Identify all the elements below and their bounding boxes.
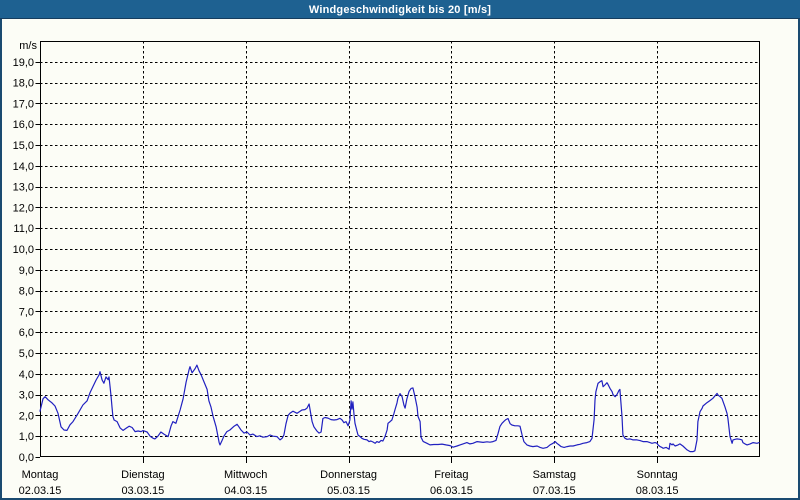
title-bar: Windgeschwindigkeit bis 20 [m/s] <box>0 0 800 19</box>
day-name-label: Mittwoch <box>224 469 267 481</box>
day-date-label: 06.03.15 <box>430 485 473 497</box>
y-tick-label: 2,0 <box>19 410 34 422</box>
day-date-label: 03.03.15 <box>121 485 164 497</box>
y-tick-label: 19,0 <box>13 57 34 69</box>
day-name-label: Samstag <box>533 469 576 481</box>
y-tick-label: 14,0 <box>13 161 34 173</box>
y-tick-label: 5,0 <box>19 348 34 360</box>
y-tick-label: 16,0 <box>13 119 34 131</box>
day-name-label: Freitag <box>434 469 468 481</box>
chart-title: Windgeschwindigkeit bis 20 [m/s] <box>308 4 492 16</box>
y-tick-label: 8,0 <box>19 286 34 298</box>
day-date-label: 04.03.15 <box>224 485 267 497</box>
day-date-label: 02.03.15 <box>19 485 62 497</box>
y-tick-label: 18,0 <box>13 78 34 90</box>
day-name-label: Sonntag <box>637 469 678 481</box>
day-name-label: Dienstag <box>121 469 164 481</box>
y-tick-label: 3,0 <box>19 390 34 402</box>
day-date-label: 05.03.15 <box>327 485 370 497</box>
y-tick-label: 10,0 <box>13 244 34 256</box>
y-tick-label: 1,0 <box>19 431 34 443</box>
y-tick-label: 12,0 <box>13 202 34 214</box>
y-tick-label: 17,0 <box>13 98 34 110</box>
y-tick-label: 15,0 <box>13 140 34 152</box>
day-date-label: 07.03.15 <box>533 485 576 497</box>
y-tick-label: 0,0 <box>19 452 34 464</box>
day-name-label: Donnerstag <box>320 469 377 481</box>
y-tick-label: 7,0 <box>19 306 34 318</box>
y-tick-label: 13,0 <box>13 182 34 194</box>
y-tick-label: 9,0 <box>19 265 34 277</box>
plot-border <box>40 41 760 457</box>
y-axis-unit-label: m/s <box>19 40 37 52</box>
y-tick-label: 11,0 <box>13 223 34 235</box>
day-date-label: 08.03.15 <box>636 485 679 497</box>
day-name-label: Montag <box>22 469 59 481</box>
y-tick-label: 6,0 <box>19 327 34 339</box>
y-tick-label: 4,0 <box>19 369 34 381</box>
wind-speed-line <box>39 364 760 453</box>
